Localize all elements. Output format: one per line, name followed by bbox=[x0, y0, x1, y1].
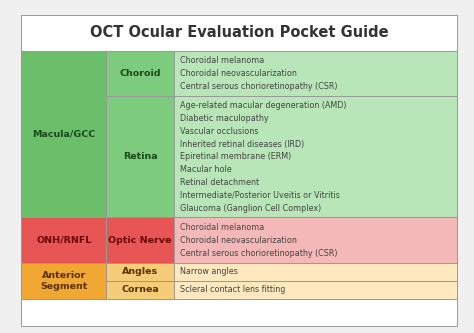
Bar bbox=[174, 217, 457, 263]
Text: Choroid: Choroid bbox=[119, 69, 161, 78]
Text: Retina: Retina bbox=[123, 153, 157, 162]
Text: Macula/GCC: Macula/GCC bbox=[32, 130, 95, 139]
Bar bbox=[21, 263, 106, 299]
Bar bbox=[174, 281, 457, 299]
Text: ONH/RNFL: ONH/RNFL bbox=[36, 236, 91, 245]
Bar bbox=[174, 96, 457, 217]
Text: OCT Ocular Evaluation Pocket Guide: OCT Ocular Evaluation Pocket Guide bbox=[90, 25, 389, 40]
Text: Anterior
Segment: Anterior Segment bbox=[40, 271, 88, 291]
Bar bbox=[21, 51, 106, 217]
Text: Narrow angles: Narrow angles bbox=[180, 267, 237, 276]
Text: Angles: Angles bbox=[122, 267, 158, 276]
Bar bbox=[106, 217, 174, 263]
Text: Choroidal melanoma
Choroidal neovascularization
Central serous chorioretinopathy: Choroidal melanoma Choroidal neovascular… bbox=[180, 223, 337, 258]
Bar bbox=[174, 51, 457, 96]
Text: Age-related macular degeneration (AMD)
Diabetic maculopathy
Vascular occlusions
: Age-related macular degeneration (AMD) D… bbox=[180, 101, 346, 213]
Text: Cornea: Cornea bbox=[121, 285, 159, 294]
Bar bbox=[106, 263, 174, 281]
Bar bbox=[106, 96, 174, 217]
Bar bbox=[106, 51, 174, 96]
Bar bbox=[21, 217, 106, 263]
Text: Optic Nerve: Optic Nerve bbox=[109, 236, 172, 245]
Text: Choroidal melanoma
Choroidal neovascularization
Central serous chorioretinopathy: Choroidal melanoma Choroidal neovascular… bbox=[180, 56, 337, 91]
Bar bbox=[21, 15, 457, 51]
Text: Scleral contact lens fitting: Scleral contact lens fitting bbox=[180, 285, 285, 294]
Bar bbox=[174, 263, 457, 281]
Bar bbox=[106, 281, 174, 299]
